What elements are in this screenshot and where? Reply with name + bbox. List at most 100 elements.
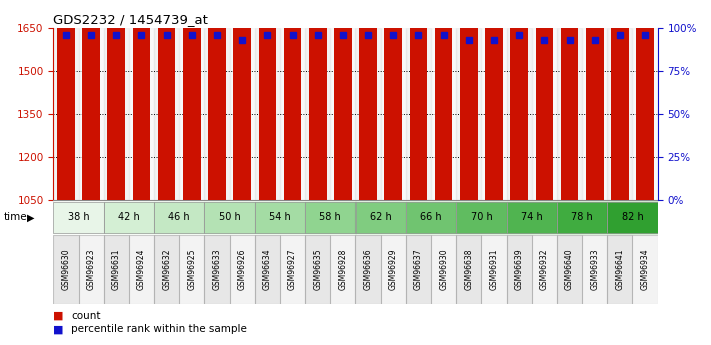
Bar <box>208 0 226 200</box>
Bar <box>506 235 532 304</box>
Bar <box>53 235 78 304</box>
Bar <box>230 235 255 304</box>
Bar <box>179 235 205 304</box>
Text: GSM96633: GSM96633 <box>213 248 222 290</box>
Bar <box>481 235 506 304</box>
Bar <box>158 0 176 200</box>
Text: percentile rank within the sample: percentile rank within the sample <box>71 325 247 334</box>
Text: GSM96634: GSM96634 <box>263 248 272 290</box>
Bar <box>380 28 406 200</box>
Text: GSM96925: GSM96925 <box>187 248 196 290</box>
Bar <box>532 235 557 304</box>
Bar <box>456 28 481 200</box>
Bar <box>305 202 356 233</box>
Bar <box>133 0 150 200</box>
Bar <box>406 235 431 304</box>
Bar <box>104 235 129 304</box>
Bar <box>230 28 255 200</box>
Text: 38 h: 38 h <box>68 212 90 221</box>
Bar <box>104 28 129 200</box>
Bar <box>456 235 481 304</box>
Bar <box>510 0 528 200</box>
Bar <box>233 0 251 200</box>
Text: 70 h: 70 h <box>471 212 492 221</box>
Bar <box>406 28 431 200</box>
Text: 50 h: 50 h <box>219 212 240 221</box>
Text: GSM96638: GSM96638 <box>464 248 474 290</box>
Bar <box>107 0 125 200</box>
Text: GSM96637: GSM96637 <box>414 248 423 290</box>
Bar <box>431 28 456 200</box>
Bar <box>356 235 380 304</box>
Text: ■: ■ <box>53 311 64 321</box>
Bar <box>305 202 356 233</box>
Bar <box>607 202 658 233</box>
Text: GSM96640: GSM96640 <box>565 248 574 290</box>
Text: GSM96630: GSM96630 <box>61 248 70 290</box>
Text: GSM96636: GSM96636 <box>363 248 373 290</box>
Bar <box>481 28 506 200</box>
Bar <box>582 235 607 304</box>
Bar <box>356 202 406 233</box>
Text: GSM96641: GSM96641 <box>616 248 624 290</box>
Bar <box>154 202 205 233</box>
Bar <box>557 235 582 304</box>
Bar <box>607 28 633 200</box>
Bar <box>53 235 78 304</box>
Text: GSM96639: GSM96639 <box>515 248 524 290</box>
Bar <box>380 235 406 304</box>
Bar <box>406 202 456 233</box>
Text: GSM96631: GSM96631 <box>112 248 121 290</box>
Bar <box>485 0 503 200</box>
Text: GSM96923: GSM96923 <box>87 248 95 290</box>
Bar <box>331 28 356 200</box>
Text: GSM96931: GSM96931 <box>489 248 498 290</box>
Bar <box>154 202 205 233</box>
Text: GDS2232 / 1454739_at: GDS2232 / 1454739_at <box>53 13 208 27</box>
Bar <box>435 0 452 200</box>
Bar <box>205 28 230 200</box>
Bar <box>456 235 481 304</box>
Bar <box>104 202 154 233</box>
Text: 46 h: 46 h <box>169 212 190 221</box>
Bar <box>154 28 179 200</box>
Bar <box>506 202 557 233</box>
Bar <box>586 0 604 200</box>
Bar <box>557 202 607 233</box>
Bar <box>331 235 356 304</box>
Text: GSM96930: GSM96930 <box>439 248 448 290</box>
Bar <box>481 235 506 304</box>
Bar <box>205 202 255 233</box>
Text: 54 h: 54 h <box>269 212 291 221</box>
Bar <box>259 0 276 200</box>
Bar <box>205 235 230 304</box>
Text: GSM96632: GSM96632 <box>162 248 171 290</box>
Bar <box>356 235 380 304</box>
Bar <box>334 0 352 200</box>
Bar <box>179 235 205 304</box>
Bar <box>154 235 179 304</box>
Text: GSM96933: GSM96933 <box>590 248 599 290</box>
Text: 82 h: 82 h <box>621 212 643 221</box>
Bar <box>53 202 104 233</box>
Text: GSM96928: GSM96928 <box>338 248 348 290</box>
Bar <box>255 202 305 233</box>
Bar <box>280 235 305 304</box>
Bar <box>305 235 331 304</box>
Text: GSM96924: GSM96924 <box>137 248 146 290</box>
Bar <box>456 202 506 233</box>
Bar <box>280 28 305 200</box>
Bar <box>309 0 326 200</box>
Bar <box>506 235 532 304</box>
Bar <box>179 28 205 200</box>
Bar <box>431 235 456 304</box>
Bar <box>506 28 532 200</box>
Bar <box>356 28 380 200</box>
Text: GSM96635: GSM96635 <box>314 248 322 290</box>
Text: GSM96926: GSM96926 <box>237 248 247 290</box>
Bar <box>582 235 607 304</box>
Bar <box>506 202 557 233</box>
Bar <box>460 0 478 200</box>
Bar <box>255 202 305 233</box>
Text: 66 h: 66 h <box>420 212 442 221</box>
